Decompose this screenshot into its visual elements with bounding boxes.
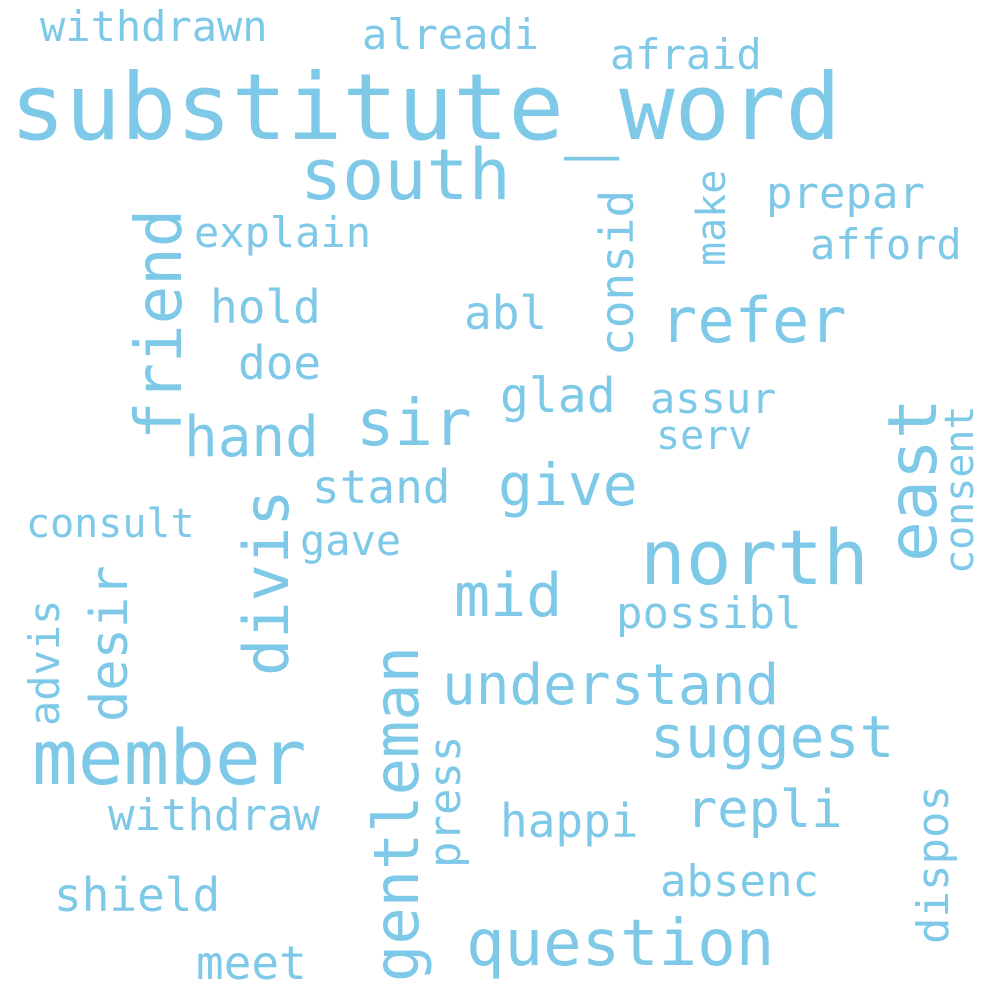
word-afraid: afraid	[610, 30, 762, 79]
word-withdraw: withdraw	[108, 790, 320, 841]
word-consult: consult	[26, 501, 195, 547]
word-desir: desir	[80, 565, 140, 722]
word-assur: assur	[650, 374, 777, 423]
word-south: south	[300, 134, 511, 216]
word-sir: sir	[356, 387, 472, 461]
word-hand: hand	[184, 405, 319, 470]
word-substitute-word: substitute_word	[10, 54, 841, 161]
word-repli: repli	[686, 780, 843, 840]
word-absenc: absenc	[660, 856, 819, 907]
word-north: north	[640, 513, 869, 602]
word-question: question	[466, 907, 775, 981]
word-divis: divis	[230, 489, 303, 676]
word-make: make	[689, 169, 735, 266]
word-member: member	[32, 713, 307, 802]
word-refer: refer	[660, 284, 847, 357]
word-prepar: prepar	[766, 168, 925, 219]
word-afford: afford	[810, 220, 962, 269]
word-meet: meet	[196, 936, 307, 990]
word-explain: explain	[194, 208, 372, 257]
word-gentleman: gentleman	[360, 646, 433, 982]
word-advis: advis	[20, 599, 69, 726]
word-dispos: dispos	[908, 785, 959, 944]
word-consent: consent	[937, 405, 983, 574]
word-understand: understand	[442, 653, 780, 718]
word-press: press	[420, 735, 471, 868]
word-suggest: suggest	[650, 703, 895, 771]
word-serv: serv	[656, 413, 753, 459]
word-glad: glad	[500, 368, 616, 424]
word-alreadi: alreadi	[362, 10, 540, 59]
word-gave: gave	[300, 516, 402, 565]
word-give: give	[498, 451, 638, 519]
word-happi: happi	[500, 794, 639, 848]
word-hold: hold	[210, 280, 321, 334]
word-abl: abl	[464, 286, 548, 340]
word-stand: stand	[312, 460, 451, 514]
word-withdrawn: withdrawn	[40, 2, 268, 51]
word-mid: mid	[454, 561, 563, 631]
word-consid: consid	[590, 189, 644, 356]
word-doe: doe	[238, 336, 322, 390]
word-friend: friend	[123, 208, 197, 440]
word-possibl: possibl	[616, 588, 802, 639]
word-shield: shield	[54, 868, 221, 922]
